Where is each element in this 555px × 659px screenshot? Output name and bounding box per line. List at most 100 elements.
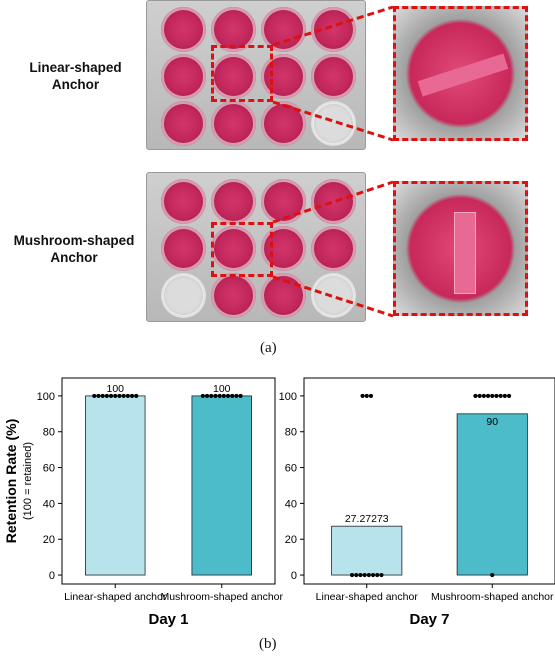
data-point [490, 572, 495, 578]
data-point [225, 393, 231, 399]
culture-well [161, 273, 206, 318]
y-tick-label: 100 [279, 391, 297, 403]
row-label-linear-line2: Anchor [51, 77, 100, 92]
data-point [368, 393, 374, 399]
panel-a-caption: (a) [260, 340, 277, 356]
data-point [121, 393, 126, 399]
y-axis-label: Retention Rate (%) [3, 419, 19, 543]
data-point [238, 393, 243, 399]
well-plate-mushroom [146, 172, 366, 322]
data-point [217, 393, 222, 399]
culture-well [211, 7, 256, 52]
data-point [358, 572, 363, 578]
culture-well [311, 226, 356, 271]
culture-well [261, 54, 306, 99]
connector-line [272, 180, 394, 224]
panel-a-photos: Linear-shaped Anchor Mushroom-shaped Anc… [4, 0, 528, 356]
y-tick-label: 20 [43, 534, 55, 546]
row-label-linear: Linear-shaped Anchor [8, 59, 143, 93]
y-tick-label: 0 [291, 570, 297, 582]
chart-title: Day 1 [148, 611, 188, 628]
culture-well [261, 179, 306, 224]
data-label: 27.27273 [345, 513, 389, 525]
y-tick-label: 60 [285, 463, 297, 475]
y-tick-label: 80 [285, 427, 297, 439]
y-axis-sublabel: (100 = retained) [22, 442, 34, 520]
y-tick-label: 40 [43, 498, 55, 510]
data-point [134, 393, 139, 399]
data-point [494, 393, 499, 399]
y-tick-label: 80 [43, 427, 55, 439]
highlight-box-linear [211, 45, 273, 102]
data-point [349, 572, 355, 578]
culture-well [161, 7, 206, 52]
data-point [366, 572, 371, 578]
row-label-mushroom-line1: Mushroom-shaped [13, 233, 135, 248]
plot-frame [303, 377, 555, 585]
panel-b-caption: (b) [259, 636, 277, 652]
data-point [200, 393, 205, 399]
row-label-mushroom: Mushroom-shaped Anchor [4, 232, 144, 266]
culture-well [311, 273, 356, 318]
data-point [502, 393, 507, 399]
culture-well [161, 226, 206, 271]
well-plate-linear [146, 0, 366, 150]
data-point [498, 393, 503, 399]
plot-frame [61, 377, 276, 585]
bar [456, 413, 528, 576]
row-label-mushroom-line2: Anchor [50, 250, 98, 265]
data-point [108, 393, 114, 399]
data-point [221, 393, 226, 399]
culture-well [311, 101, 356, 146]
culture-well [211, 226, 256, 271]
culture-well [261, 7, 306, 52]
culture-well [261, 226, 306, 271]
culture-well [211, 179, 256, 224]
data-point [490, 393, 495, 399]
chart-title: Day 7 [409, 611, 449, 628]
data-point [473, 393, 478, 399]
y-tick-label: 40 [285, 498, 297, 510]
zoom-image-linear [393, 6, 528, 141]
y-tick-label: 100 [37, 391, 55, 403]
linear-anchor-shape [417, 53, 509, 97]
data-point [477, 393, 482, 399]
bar [85, 395, 146, 576]
connector-line [272, 5, 394, 47]
x-tick-label: Mushroom-shaped anchor [431, 591, 554, 603]
data-point [481, 393, 486, 399]
culture-well [311, 54, 356, 99]
mushroom-anchor-shape [454, 212, 476, 294]
data-point [364, 393, 369, 399]
data-point [370, 572, 376, 578]
culture-well [211, 273, 256, 318]
data-point [96, 393, 101, 399]
data-label: 100 [106, 383, 124, 395]
zoom-connectors [272, 5, 394, 318]
data-point [204, 393, 210, 399]
connector-line [272, 100, 394, 142]
data-point [375, 572, 380, 578]
culture-well [311, 179, 356, 224]
data-point [354, 572, 359, 578]
data-label: 100 [213, 383, 231, 395]
data-point [100, 393, 105, 399]
data-point [213, 393, 218, 399]
culture-well [211, 101, 256, 146]
bar [191, 395, 252, 576]
culture-well [161, 179, 206, 224]
panel-b-charts: 0 20 40 60 80 100 Linear-shaped anchor 100 Mushr… [3, 377, 555, 628]
data-point [362, 572, 367, 578]
data-point [125, 393, 130, 399]
data-point [234, 393, 239, 399]
x-tick-label: Linear-shaped anchor [64, 591, 167, 603]
y-tick-label: 20 [285, 534, 297, 546]
data-point [360, 393, 365, 399]
data-point [113, 393, 118, 399]
data-point [117, 393, 122, 399]
data-point [129, 393, 135, 399]
x-tick-label: Linear-shaped anchor [316, 591, 419, 603]
data-label: 90 [486, 416, 498, 428]
data-point [209, 393, 214, 399]
zoom-image-mushroom [393, 181, 528, 316]
